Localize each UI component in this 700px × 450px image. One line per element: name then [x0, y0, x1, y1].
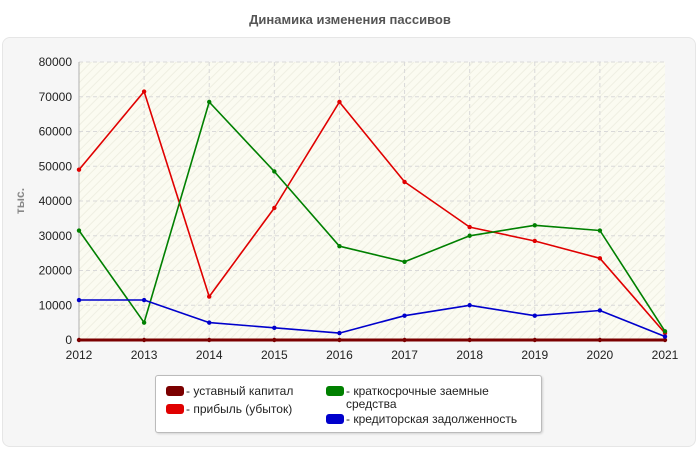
x-tick-label: 2013 [131, 348, 158, 362]
data-point [76, 337, 82, 343]
y-tick-label: 60000 [39, 125, 73, 139]
legend-label: - прибыль (убыток) [186, 402, 293, 416]
x-tick-label: 2012 [66, 348, 93, 362]
y-tick-label: 20000 [39, 264, 73, 278]
y-tick-label: 80000 [39, 55, 73, 69]
y-tick-label: 70000 [39, 90, 73, 104]
data-point [532, 337, 537, 343]
y-axis-title: тыс. [13, 188, 27, 214]
data-point [272, 337, 277, 343]
x-tick-label: 2020 [587, 348, 614, 362]
data-point [272, 205, 277, 211]
data-point [532, 313, 537, 318]
y-tick-label: 0 [65, 333, 72, 347]
y-tick-label: 50000 [39, 159, 73, 173]
data-point [207, 99, 212, 105]
data-point [532, 223, 537, 228]
y-tick-label: 30000 [39, 229, 73, 243]
data-point [272, 169, 277, 174]
series-1 [76, 89, 668, 336]
x-tick-label: 2014 [196, 348, 223, 362]
data-point [207, 294, 212, 299]
x-tick-label: 2018 [456, 348, 483, 362]
series-2 [76, 99, 668, 334]
x-tick-label: 2019 [521, 348, 548, 362]
x-tick-label: 2021 [652, 348, 679, 362]
grid-lines [79, 61, 665, 340]
data-point [76, 228, 82, 233]
series-line [78, 90, 666, 334]
data-point [76, 167, 82, 172]
legend-label: - уставный капитал [186, 384, 294, 398]
plot-area [79, 62, 665, 340]
data-point [662, 337, 668, 343]
data-point [597, 228, 603, 233]
series-line [78, 101, 666, 332]
series-line [79, 299, 666, 338]
data-point [337, 99, 342, 105]
legend-swatch [166, 386, 184, 396]
x-tick-labels: 2012 2013 2014 2015 2016 2017 2018 2019 2020 2021 [66, 348, 679, 362]
series-3 [76, 297, 668, 339]
data-point [141, 89, 147, 94]
data-point [597, 256, 603, 261]
legend-swatch [166, 404, 184, 414]
data-point [337, 330, 342, 336]
data-point [467, 224, 472, 230]
data-point [467, 337, 472, 343]
data-point [467, 233, 472, 238]
data-point [662, 334, 668, 339]
data-point [597, 308, 603, 313]
legend: - уставный капитал - прибыль (убыток) - … [155, 375, 542, 433]
y-tick-label: 10000 [39, 298, 73, 312]
data-point [272, 325, 277, 331]
data-point [76, 297, 82, 303]
y-tick-labels: 0 10000 20000 30000 40000 50000 60000 70000 8000… [39, 55, 73, 347]
data-point [402, 337, 407, 343]
legend-swatch [326, 386, 344, 396]
series-group [76, 89, 668, 343]
data-point [467, 303, 472, 308]
data-point [337, 243, 342, 249]
data-point [207, 337, 212, 343]
data-point [141, 337, 147, 343]
data-point [402, 259, 407, 265]
x-tick-label: 2016 [326, 348, 353, 362]
y-tick-label: 40000 [39, 194, 73, 208]
data-point [207, 320, 212, 325]
data-point [662, 329, 668, 334]
data-point [402, 313, 407, 318]
legend-label: - кредиторская задолженность [346, 412, 518, 426]
data-point [532, 238, 537, 244]
chart-title: Динамика изменения пассивов [249, 12, 451, 27]
data-point [141, 320, 147, 325]
x-tick-label: 2015 [261, 348, 288, 362]
data-point [402, 179, 407, 185]
data-point [141, 297, 147, 303]
data-point [337, 337, 342, 343]
x-tick-label: 2017 [391, 348, 418, 362]
legend-label: - краткосрочные заемные средства [346, 384, 489, 411]
legend-swatch [326, 414, 344, 424]
series-0 [76, 337, 668, 343]
data-point [597, 337, 603, 343]
